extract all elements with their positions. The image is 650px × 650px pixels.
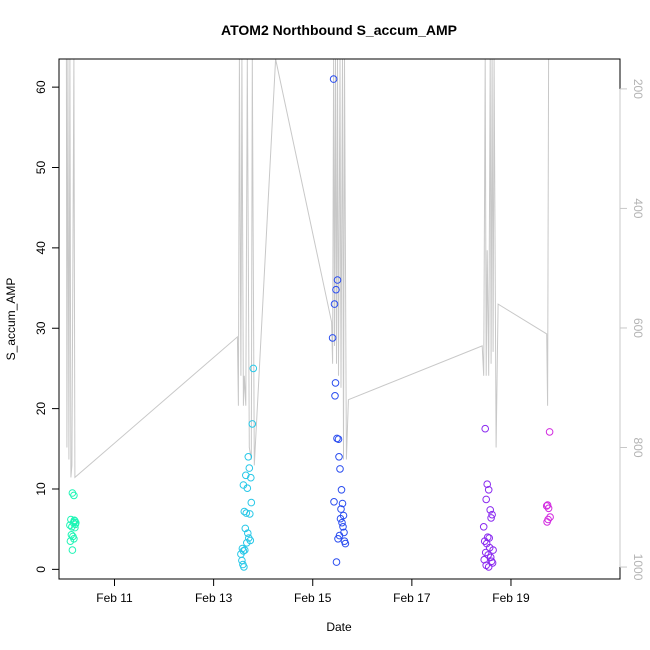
data-point [543, 501, 552, 509]
data-point [328, 334, 337, 342]
data-point [332, 558, 341, 566]
data-point [334, 535, 342, 543]
data-point [248, 420, 257, 428]
y-tick-label: 20 [34, 402, 48, 416]
data-point [484, 563, 493, 571]
data-point [337, 505, 345, 513]
data-point [339, 523, 347, 531]
data-point [481, 424, 490, 433]
secondary-tick-label: 400 [631, 198, 645, 218]
data-point [249, 364, 258, 373]
data-point [542, 502, 551, 510]
data-point [332, 285, 340, 294]
data-point [481, 548, 490, 557]
data-point [245, 464, 254, 472]
secondary-tick-label: 800 [631, 437, 645, 457]
data-point [244, 453, 253, 461]
x-axis-title: Date [326, 620, 352, 634]
x-tick-label: Feb 15 [294, 591, 332, 605]
y-axis-title: S_accum_AMP [4, 278, 18, 361]
y-tick-label: 0 [34, 566, 48, 573]
data-point [246, 510, 254, 518]
data-point [333, 434, 341, 443]
y-tick-label: 50 [34, 161, 48, 175]
chart-title: ATOM2 Northbound S_accum_AMP [221, 22, 457, 38]
data-point [70, 491, 78, 500]
data-point [338, 518, 346, 527]
data-point [331, 392, 339, 400]
secondary-trace-layer [65, 58, 550, 479]
data-point [479, 523, 488, 531]
x-tick-label: Feb 19 [492, 591, 530, 605]
data-point [335, 453, 343, 461]
data-point [243, 484, 252, 493]
data-point [247, 473, 255, 482]
data-point [329, 75, 338, 83]
data-point [545, 428, 554, 436]
data-point [488, 559, 497, 567]
data-point [68, 546, 77, 554]
data-point [242, 471, 250, 480]
secondary-tick-label: 600 [631, 318, 645, 338]
data-point [330, 300, 339, 308]
data-point [70, 516, 79, 525]
data-point [241, 546, 249, 554]
y-tick-label: 60 [34, 80, 48, 94]
secondary-y-axis: 200 400 600 800 1000 [619, 79, 645, 581]
data-point [247, 498, 256, 507]
data-point [543, 518, 551, 526]
x-tick-label: Feb 17 [393, 591, 431, 605]
data-point [331, 379, 340, 387]
data-point [489, 546, 497, 554]
data-point [482, 495, 491, 504]
y-tick-label: 10 [34, 482, 48, 496]
data-point [486, 506, 495, 514]
secondary-tick-label: 200 [631, 79, 645, 99]
y-axis: 0 10 20 30 40 50 60 [34, 80, 59, 573]
series-line-secondary-trace [65, 58, 550, 479]
data-point [333, 276, 342, 284]
y-tick-label: 30 [34, 321, 48, 335]
data-point [336, 514, 345, 523]
x-tick-label: Feb 11 [96, 591, 133, 605]
data-point [330, 498, 338, 506]
data-point [336, 465, 344, 473]
data-point [487, 514, 495, 522]
data-point [338, 499, 347, 508]
data-point [70, 535, 78, 543]
data-point [241, 524, 250, 533]
data-point [71, 520, 80, 529]
data-point [544, 504, 553, 513]
data-point [71, 523, 79, 532]
scatter-points-layer [66, 75, 554, 571]
data-point [334, 435, 343, 444]
data-point [484, 551, 493, 559]
data-point [341, 539, 350, 548]
data-point [244, 529, 252, 538]
data-point [484, 486, 493, 494]
data-point [488, 510, 496, 519]
data-point [480, 537, 489, 546]
y-tick-label: 40 [34, 241, 48, 255]
data-point [242, 509, 251, 517]
x-axis: Feb 11 Feb 13 Feb 15 Feb 17 Feb 19 [96, 579, 530, 605]
x-tick-label: Feb 13 [195, 591, 233, 605]
data-point [243, 539, 251, 547]
secondary-tick-label: 1000 [631, 554, 645, 581]
data-point [337, 486, 346, 494]
data-point [240, 563, 248, 571]
data-point [483, 480, 492, 489]
